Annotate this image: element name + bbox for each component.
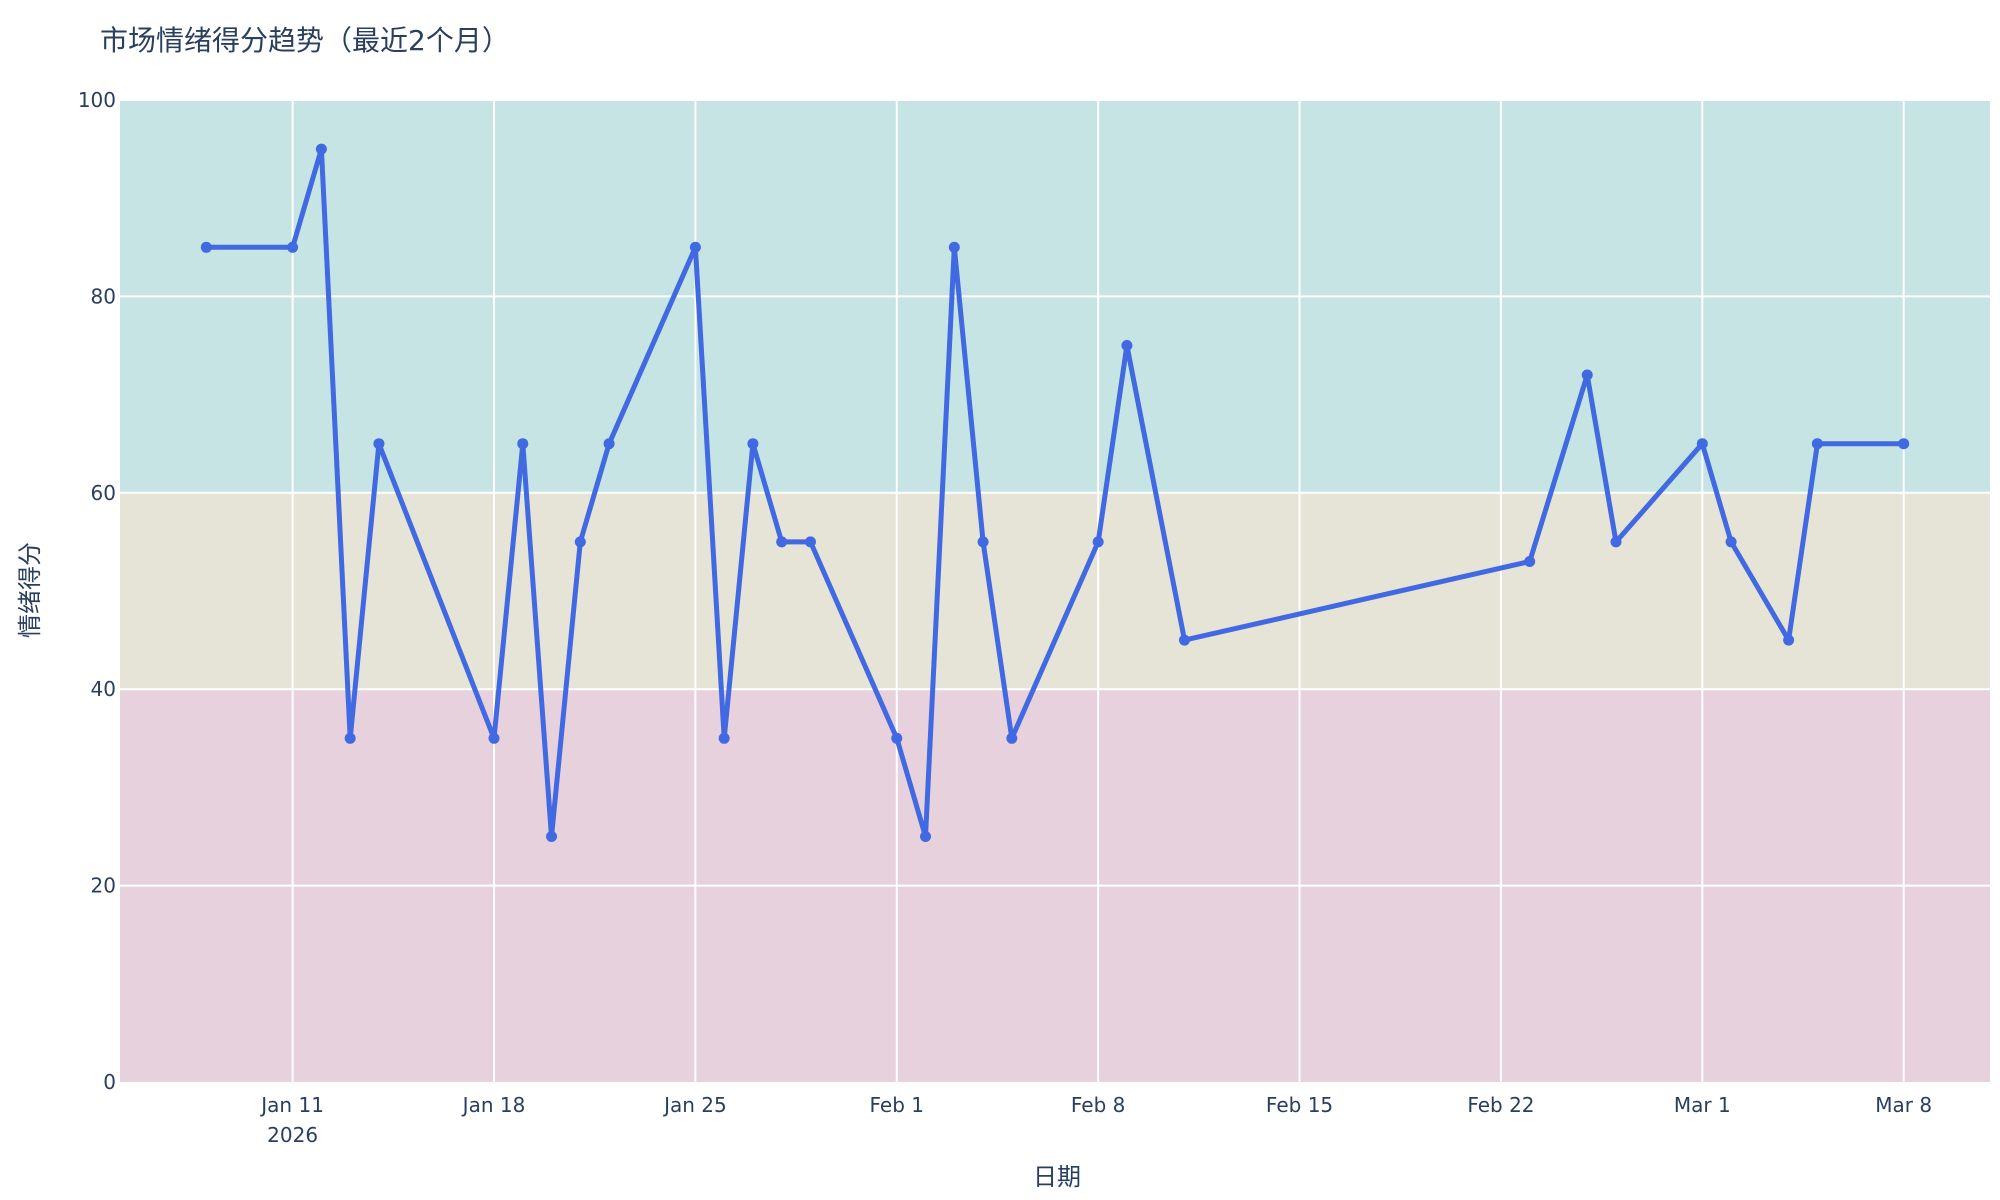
data-point-4[interactable]: [373, 438, 385, 450]
data-point-18[interactable]: [977, 536, 989, 548]
data-point-1[interactable]: [287, 241, 299, 253]
data-point-2[interactable]: [315, 143, 327, 155]
chart-title: 市场情绪得分趋势（最近2个月）: [100, 24, 510, 57]
data-point-28[interactable]: [1783, 634, 1795, 646]
data-point-13[interactable]: [776, 536, 788, 548]
data-point-27[interactable]: [1725, 536, 1737, 548]
data-point-17[interactable]: [948, 241, 960, 253]
data-point-16[interactable]: [920, 831, 932, 842]
data-point-11[interactable]: [718, 732, 730, 744]
x-tick-label-0: Jan 11: [259, 1093, 324, 1117]
sentiment-bands: [120, 100, 1990, 1082]
x-tick-label-1: Jan 18: [461, 1093, 526, 1117]
x-tick-label-3: Feb 1: [870, 1093, 925, 1117]
data-point-7[interactable]: [546, 831, 558, 842]
x-axis-title: 日期: [1033, 1163, 1081, 1191]
data-point-8[interactable]: [574, 536, 586, 548]
sentiment-band-1: [120, 492, 1990, 690]
data-point-9[interactable]: [603, 438, 615, 450]
y-axis-ticks: 0 20 40 60 80 100: [78, 88, 116, 1094]
data-point-10[interactable]: [689, 241, 701, 253]
x-tick-label-7: Mar 1: [1674, 1093, 1731, 1117]
data-point-22[interactable]: [1178, 634, 1190, 646]
y-tick-label-0: 0: [103, 1070, 116, 1094]
grid-lines: [120, 99, 1990, 1082]
x-axis-ticks: Jan 11 2026 Jan 18 Jan 25 Feb 1 Feb 8 Feb 15 Fe…: [259, 1093, 1932, 1147]
data-point-21[interactable]: [1121, 340, 1133, 351]
x-tick-label-6: Feb 22: [1467, 1093, 1534, 1117]
data-point-30[interactable]: [1898, 438, 1910, 450]
data-point-12[interactable]: [747, 438, 759, 450]
y-tick-label-40: 40: [91, 677, 116, 701]
y-tick-label-80: 80: [91, 284, 116, 308]
y-tick-label-20: 20: [91, 874, 116, 898]
data-point-14[interactable]: [804, 536, 816, 548]
data-point-15[interactable]: [891, 732, 903, 744]
x-tick-label-2: Jan 25: [662, 1093, 727, 1117]
data-point-0[interactable]: [200, 241, 212, 253]
data-point-3[interactable]: [344, 732, 356, 744]
data-point-19[interactable]: [1006, 732, 1018, 744]
x-tick-sublabel-0: 2026: [267, 1123, 318, 1147]
x-tick-label-5: Feb 15: [1266, 1093, 1333, 1117]
data-point-29[interactable]: [1811, 438, 1823, 450]
data-point-23[interactable]: [1524, 556, 1536, 568]
x-tick-label-8: Mar 8: [1875, 1093, 1932, 1117]
y-axis-title: 情绪得分: [16, 542, 44, 638]
data-point-24[interactable]: [1581, 369, 1593, 381]
x-tick-label-4: Feb 8: [1071, 1093, 1126, 1117]
data-point-5[interactable]: [488, 732, 500, 744]
y-tick-label-100: 100: [78, 88, 116, 112]
data-point-6[interactable]: [517, 438, 529, 450]
data-point-20[interactable]: [1092, 536, 1104, 548]
data-points: [200, 143, 1910, 842]
data-point-25[interactable]: [1610, 536, 1622, 548]
y-tick-label-60: 60: [91, 481, 116, 505]
data-point-26[interactable]: [1696, 438, 1708, 450]
